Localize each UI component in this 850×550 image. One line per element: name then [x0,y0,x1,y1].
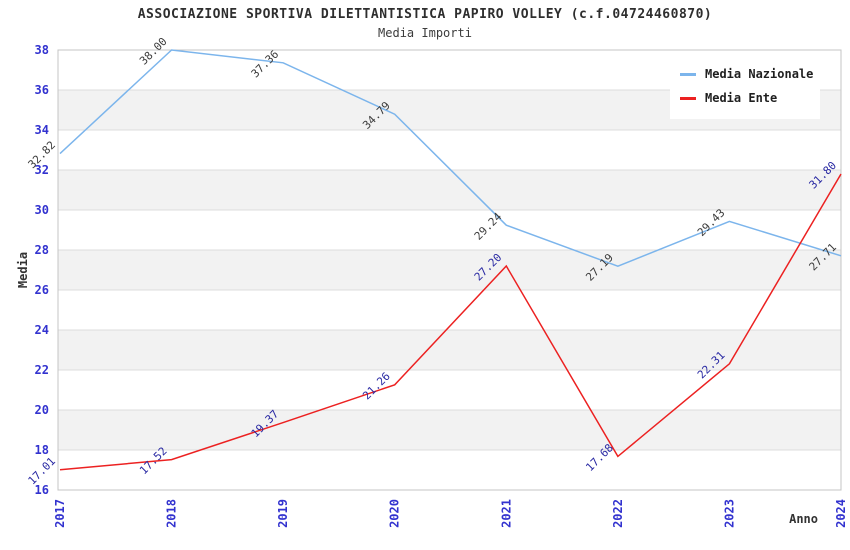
y-tick-label: 24 [35,323,49,337]
legend-label: Media Ente [705,91,778,105]
x-tick-label: 2019 [276,499,290,528]
y-axis-title: Media [16,252,30,288]
y-tick-label: 18 [35,443,49,457]
y-tick-label: 22 [35,363,49,377]
chart-subtitle: Media Importi [378,26,472,40]
legend-swatch-media-ente [680,96,696,100]
y-tick-label: 28 [35,243,49,257]
x-axis-title: Anno [789,512,818,526]
y-tick-label: 20 [35,403,49,417]
y-tick-label: 38 [35,43,49,57]
y-tick-label: 34 [35,123,49,137]
plot-band [58,410,841,450]
chart-title: ASSOCIAZIONE SPORTIVA DILETTANTISTICA PA… [137,7,713,22]
legend-swatch-media-nazionale [680,72,696,76]
x-tick-label: 2022 [611,499,625,528]
y-tick-label: 36 [35,83,49,97]
legend-label: Media Nazionale [705,67,814,81]
x-tick-label: 2017 [53,499,67,528]
plot-band [58,330,841,370]
legend: Media Nazionale Media Ente [670,55,820,119]
legend-item-media-nazionale: Media Nazionale [680,62,814,86]
data-label-media-nazionale: 29.43 [695,206,728,239]
y-tick-label: 30 [35,203,49,217]
plot-border [57,49,842,491]
y-tick-label: 32 [35,163,49,177]
data-label-media-nazionale: 37.36 [249,48,282,81]
data-label-media-ente: 21.26 [360,370,393,403]
series-line-media-ente [59,173,842,471]
series-line-media-nazionale [59,49,842,268]
y-tick-label: 16 [35,483,49,497]
x-tick-label: 2023 [722,499,736,528]
x-tick-label: 2021 [499,499,513,528]
y-tick-label: 26 [35,283,49,297]
x-tick-label: 2020 [388,499,402,528]
x-tick-label: 2024 [834,499,848,528]
legend-item-media-ente: Media Ente [680,86,810,110]
x-tick-label: 2018 [165,499,179,528]
data-label-media-nazionale: 29.24 [472,210,505,243]
plot-band [58,250,841,290]
plot-band [58,170,841,210]
data-label-media-nazionale: 38.00 [137,35,170,68]
